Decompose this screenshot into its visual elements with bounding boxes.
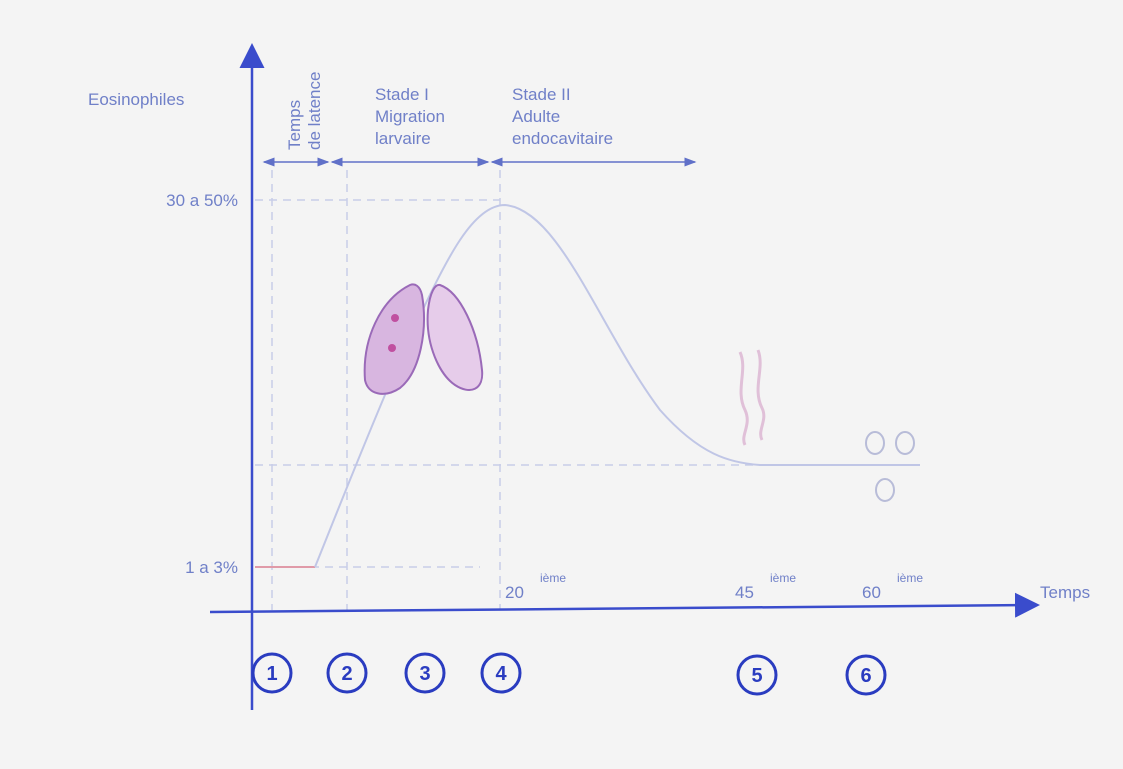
egg-icon — [865, 431, 885, 455]
day-number: 60 — [862, 583, 881, 602]
phase-label: Adulte — [512, 107, 560, 126]
marker-circle — [480, 652, 522, 694]
marker-number: 4 — [495, 663, 507, 685]
larva-dot — [388, 344, 396, 352]
marker-number: 3 — [419, 663, 430, 685]
lung-icon — [363, 283, 425, 395]
day-suffix: ième — [770, 571, 796, 585]
day-number: 45 — [735, 583, 754, 602]
marker-circle — [404, 652, 446, 694]
y-axis-label: Eosinophiles — [88, 90, 184, 109]
day-suffix: ième — [540, 571, 566, 585]
level-label: 1 a 3% — [185, 558, 238, 577]
x-axis-label: Temps — [1040, 583, 1090, 602]
worm-icon — [738, 351, 749, 446]
phase-label: endocavitaire — [512, 129, 613, 148]
egg-icon — [875, 478, 895, 502]
day-suffix: ième — [897, 571, 923, 585]
marker-number: 2 — [341, 663, 352, 685]
lung-icon — [426, 283, 484, 391]
marker-number: 6 — [860, 665, 871, 687]
larva-dot — [391, 314, 399, 322]
x-axis — [209, 592, 1040, 618]
egg-icon — [895, 431, 915, 455]
level-label: 30 a 50% — [166, 191, 238, 210]
phase-label: larvaire — [375, 129, 431, 148]
worm-icon — [756, 349, 766, 441]
day-number: 20 — [505, 583, 524, 602]
marker-circle — [326, 652, 368, 694]
marker-circle — [251, 652, 293, 694]
phase-label: Stade I — [375, 85, 429, 104]
phase-label: Stade II — [512, 85, 571, 104]
phase-label: Temps — [285, 100, 304, 150]
phase-label: Migration — [375, 107, 445, 126]
marker-circle — [845, 654, 887, 696]
phase-label: de latence — [305, 72, 324, 150]
marker-number: 5 — [751, 665, 762, 687]
marker-circle — [736, 654, 778, 696]
step-markers: 1 2 3 4 5 6 — [251, 652, 887, 696]
marker-number: 1 — [266, 663, 277, 685]
